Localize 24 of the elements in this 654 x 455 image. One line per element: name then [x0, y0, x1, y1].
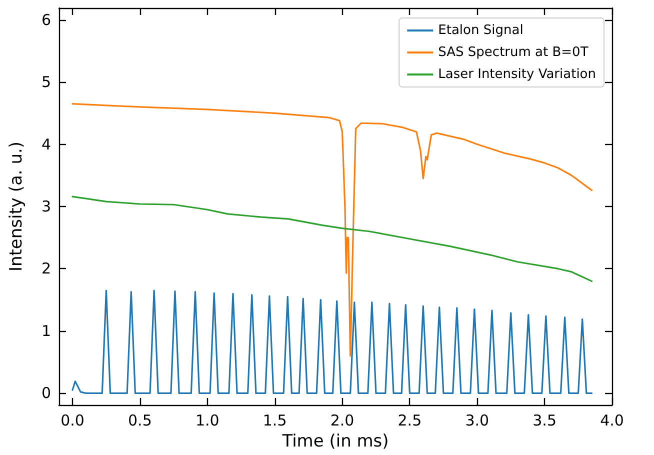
x-tick-label: 1.0 — [195, 412, 220, 430]
line-series — [72, 103, 593, 357]
x-tick-label: 0.0 — [60, 412, 84, 430]
legend-label: SAS Spectrum at B=0T — [438, 45, 588, 60]
line-series — [72, 196, 593, 282]
x-axis-title: Time (in ms) — [281, 432, 389, 452]
x-tick-label: 3.5 — [532, 412, 556, 430]
x-tick-label: 2.5 — [398, 412, 422, 430]
x-tick-label: 0.5 — [128, 412, 152, 430]
x-tick-label: 1.5 — [262, 412, 287, 430]
y-tick-label: 6 — [41, 10, 51, 29]
legend-label: Laser Intensity Variation — [438, 67, 596, 82]
y-axis-title: Intensity (a. u.) — [6, 141, 26, 272]
legend-label: Etalon Signal — [438, 23, 524, 38]
y-tick-label: 3 — [41, 198, 51, 216]
y-tick-label: 5 — [41, 73, 51, 92]
y-tick-label: 1 — [41, 322, 51, 340]
y-tick-label: 4 — [41, 135, 51, 154]
y-tick-label: 0 — [41, 384, 51, 402]
x-tick-label: 3.0 — [465, 412, 490, 430]
line-series — [72, 290, 593, 394]
x-tick-label: 2.0 — [330, 412, 354, 430]
y-tick-label: 2 — [41, 260, 51, 278]
x-tick-label: 4.0 — [600, 412, 624, 430]
